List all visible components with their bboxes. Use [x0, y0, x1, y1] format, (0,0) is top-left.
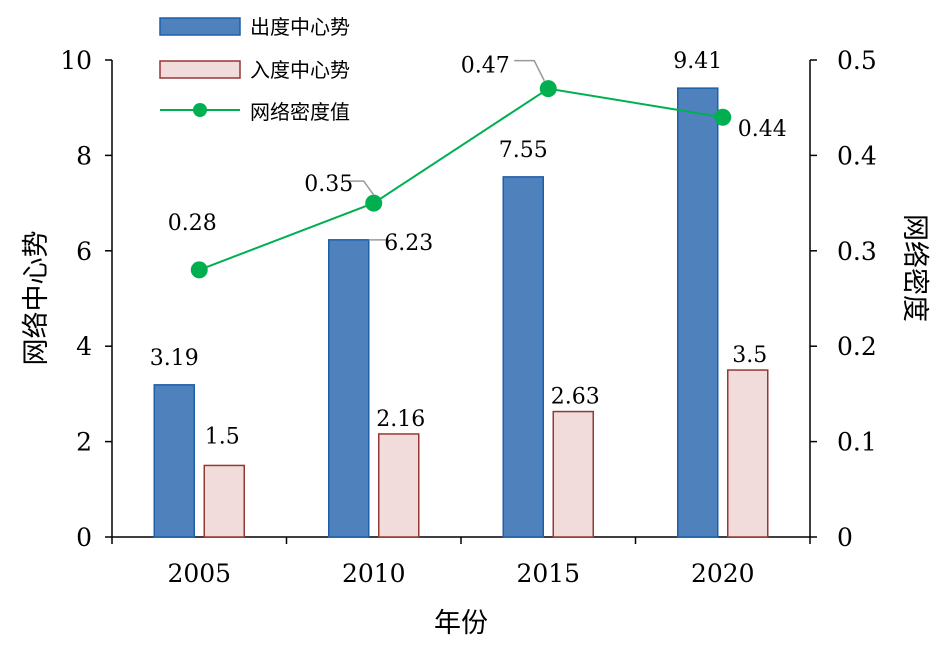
bar-in-degree	[203, 464, 245, 538]
bar-out-degree	[502, 176, 544, 538]
legend-swatch-in-degree	[159, 60, 241, 79]
legend-label-density: 网络密度值	[250, 100, 350, 124]
y2-tick-label: 0.4	[837, 141, 877, 170]
bar-out-degree	[328, 239, 370, 538]
density-point	[714, 108, 732, 126]
line-series	[190, 80, 732, 279]
y-tick-label: 10	[60, 46, 92, 75]
y2-tick-label: 0.1	[837, 428, 877, 457]
y-tick-label: 2	[76, 428, 92, 457]
x-tick-label: 2005	[167, 559, 231, 588]
bar-in-degree	[727, 369, 769, 538]
density-point	[365, 194, 383, 212]
data-label-in-degree: 2.16	[376, 407, 425, 432]
x-axis-title: 年份	[434, 608, 488, 639]
y-axis-title: 网络中心势	[21, 231, 52, 366]
bar-out-degree	[153, 384, 195, 538]
y2-tick-label: 0	[837, 523, 853, 552]
bar-out-degree	[677, 87, 719, 538]
legend-swatch-out-degree	[159, 17, 241, 36]
legend-label-out-degree: 出度中心势	[250, 15, 350, 39]
label-leader-line	[343, 180, 375, 196]
data-label-out-degree: 3.19	[150, 346, 199, 371]
label-leader-line	[514, 59, 545, 81]
density-point	[190, 261, 208, 279]
data-label-out-degree: 7.55	[499, 138, 548, 163]
data-label-density: 0.44	[738, 117, 787, 142]
bar-in-degree	[552, 410, 594, 538]
y2-tick-label: 0.5	[837, 46, 877, 75]
data-label-density: 0.28	[168, 211, 217, 236]
data-label-density: 0.47	[461, 54, 510, 79]
density-line	[198, 87, 723, 271]
ticks: 0 2 4 6 8 10 0 0.1 0.2 0.3 0.4 0.5 2005 2010 2015 2020	[60, 46, 877, 588]
data-label-in-degree: 3.5	[732, 343, 767, 368]
data-label-out-degree: 9.41	[673, 49, 722, 74]
data-labels: 3.19 1.5 6.23 2.16 7.55 2.63 9.41 3.5 0.28 0.35 0.…	[150, 49, 787, 449]
x-tick-label: 2020	[691, 559, 755, 588]
density-point	[539, 80, 557, 98]
y-tick-label: 4	[76, 332, 92, 361]
x-tick-label: 2010	[342, 559, 406, 588]
legend-label-in-degree: 入度中心势	[250, 58, 350, 82]
data-label-out-degree: 6.23	[384, 231, 433, 256]
y-tick-label: 6	[76, 237, 92, 266]
y2-axis-title: 网络密度	[899, 214, 930, 322]
y-tick-label: 0	[76, 523, 92, 552]
data-label-density: 0.35	[304, 172, 353, 197]
x-tick-label: 2015	[516, 559, 580, 588]
legend: 出度中心势 入度中心势 网络密度值	[159, 15, 350, 124]
data-label-in-degree: 1.5	[205, 424, 240, 449]
bar-in-degree	[378, 433, 420, 538]
y2-tick-label: 0.2	[837, 332, 877, 361]
legend-marker-density	[193, 103, 207, 117]
y-tick-label: 8	[76, 141, 92, 170]
y2-tick-label: 0.3	[837, 237, 877, 266]
data-label-in-degree: 2.63	[551, 385, 600, 410]
bars	[153, 87, 769, 538]
